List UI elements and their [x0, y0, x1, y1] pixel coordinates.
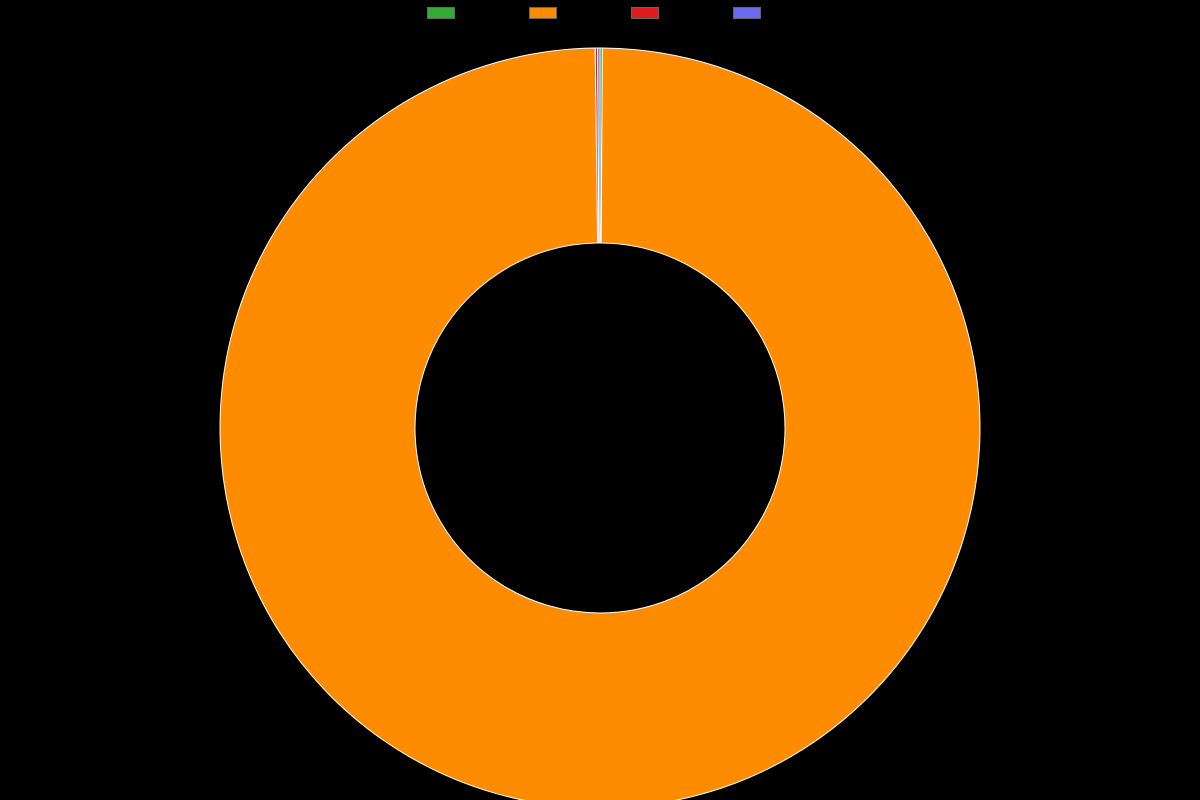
donut-holder [0, 28, 1200, 800]
donut-chart-container [0, 0, 1200, 800]
donut-chart [0, 14, 1200, 800]
